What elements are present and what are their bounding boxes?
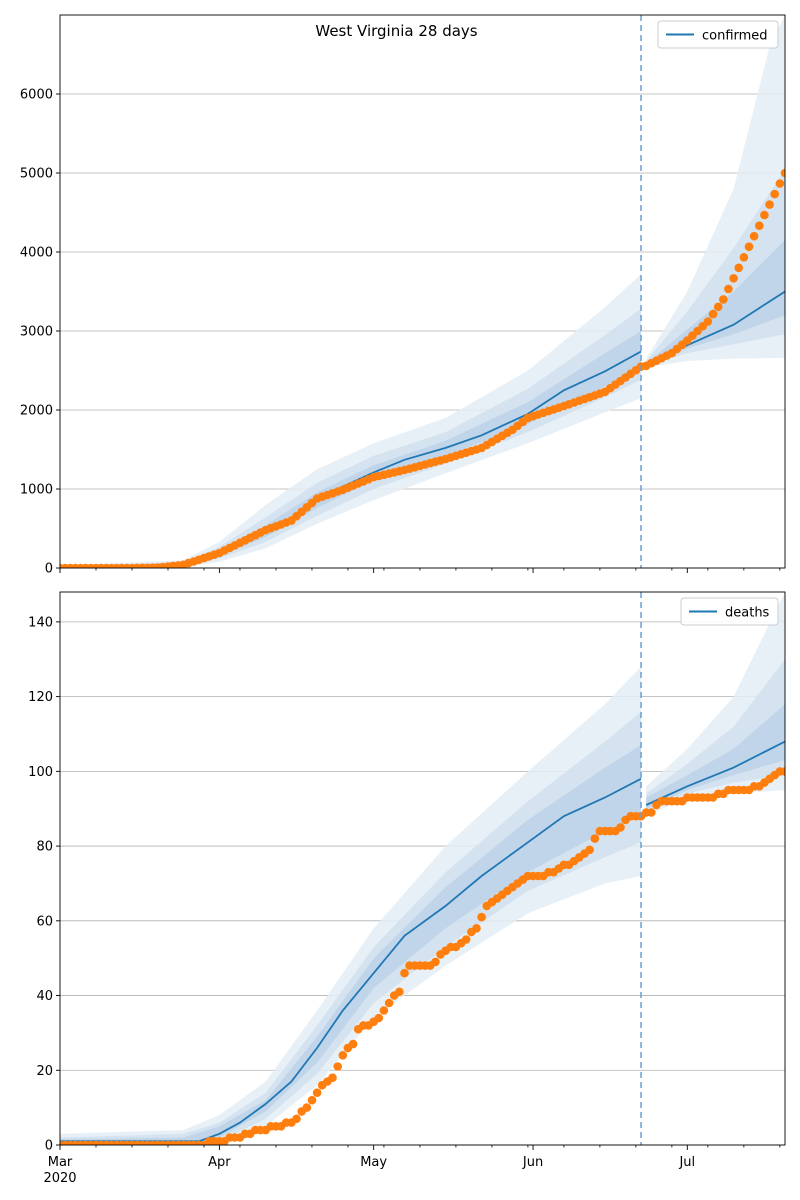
x-tick-label: Jun <box>522 1155 543 1170</box>
observed-point <box>755 221 764 230</box>
y-tick-label: 100 <box>28 765 53 780</box>
observed-point <box>307 1095 317 1105</box>
y-tick-label: 1000 <box>20 483 53 498</box>
y-tick-label: 0 <box>45 1139 53 1154</box>
y-tick-label: 3000 <box>20 325 53 340</box>
observed-point <box>729 274 738 283</box>
observed-point <box>739 252 749 262</box>
observed-point <box>708 309 718 319</box>
observed-point <box>765 200 774 209</box>
x-tick-label: Jul <box>678 1155 695 1170</box>
observed-point <box>472 924 481 933</box>
y-tick-label: 20 <box>36 1064 53 1079</box>
observed-point <box>374 1013 384 1023</box>
legend-label: deaths <box>725 606 770 621</box>
observed-point <box>384 998 394 1008</box>
observed-point <box>724 284 733 294</box>
y-tick-label: 5000 <box>20 167 53 182</box>
observed-point <box>760 210 769 220</box>
observed-point <box>780 168 785 178</box>
y-tick-label: 2000 <box>20 404 53 419</box>
observed-point <box>338 1051 348 1060</box>
model-line-forecast <box>645 740 785 806</box>
observed-point <box>780 767 785 776</box>
y-tick-label: 40 <box>36 989 53 1004</box>
observed-point <box>770 189 779 199</box>
observed-point <box>713 302 723 312</box>
y-tick-label: 140 <box>28 615 53 630</box>
legend-label: confirmed <box>702 29 768 44</box>
band-middle <box>646 659 785 813</box>
observed-point <box>379 1006 389 1015</box>
y-tick-label: 0 <box>45 562 53 577</box>
observed-point <box>395 987 404 997</box>
observed-point <box>461 935 471 944</box>
chart-title: West Virginia 28 days <box>315 22 477 40</box>
legend: confirmed <box>657 20 779 49</box>
axes-frame <box>59 591 786 1146</box>
observed-point <box>477 912 486 922</box>
x-year-label: 2020 <box>43 1171 76 1186</box>
x-tick-label: Mar <box>48 1155 73 1170</box>
band-middle <box>60 308 641 568</box>
legend-box <box>657 20 779 49</box>
observed-point <box>749 231 759 241</box>
legend-box <box>680 597 779 626</box>
band-inner <box>60 745 641 1144</box>
observed-point <box>585 845 594 855</box>
observed-point <box>744 242 754 251</box>
observed-point <box>302 1103 312 1112</box>
band-outer <box>60 274 641 568</box>
x-tick-label: May <box>360 1155 387 1170</box>
observed-point <box>431 957 440 967</box>
legend: deaths <box>680 597 779 626</box>
observed-point <box>647 808 656 817</box>
confirmed-panel: 0 1000 2000 3000 4000 5000 6000 West Virginia 2… <box>20 14 786 577</box>
observed-point <box>292 1114 301 1124</box>
y-tick-label: 60 <box>36 914 53 929</box>
y-tick-label: 4000 <box>20 246 53 261</box>
deaths-panel: 0 20 40 60 80 100 120 140 Mar Apr May Jun Jul 2020 dea… <box>28 591 786 1186</box>
band-inner <box>646 704 785 809</box>
observed-point <box>333 1062 343 1071</box>
observed-point <box>703 317 713 326</box>
band-outer <box>60 666 641 1145</box>
axes-frame <box>59 14 786 569</box>
y-tick-label: 120 <box>28 690 53 705</box>
observed-point <box>400 968 409 978</box>
observed-point <box>719 295 728 304</box>
band-inner <box>646 240 785 365</box>
observed-point <box>734 263 743 273</box>
observed-point <box>616 823 625 832</box>
observed-point <box>312 1088 322 1097</box>
x-tick-label: Apr <box>208 1155 231 1170</box>
plot-area <box>60 15 785 568</box>
y-tick-label: 80 <box>36 840 53 855</box>
y-tick-label: 6000 <box>20 88 53 103</box>
plot-area <box>60 592 785 1145</box>
model-line-fit <box>60 778 642 1143</box>
observed-point <box>328 1073 337 1082</box>
observed-point <box>348 1039 358 1049</box>
observed-point <box>775 179 785 188</box>
observed-point <box>590 834 600 843</box>
